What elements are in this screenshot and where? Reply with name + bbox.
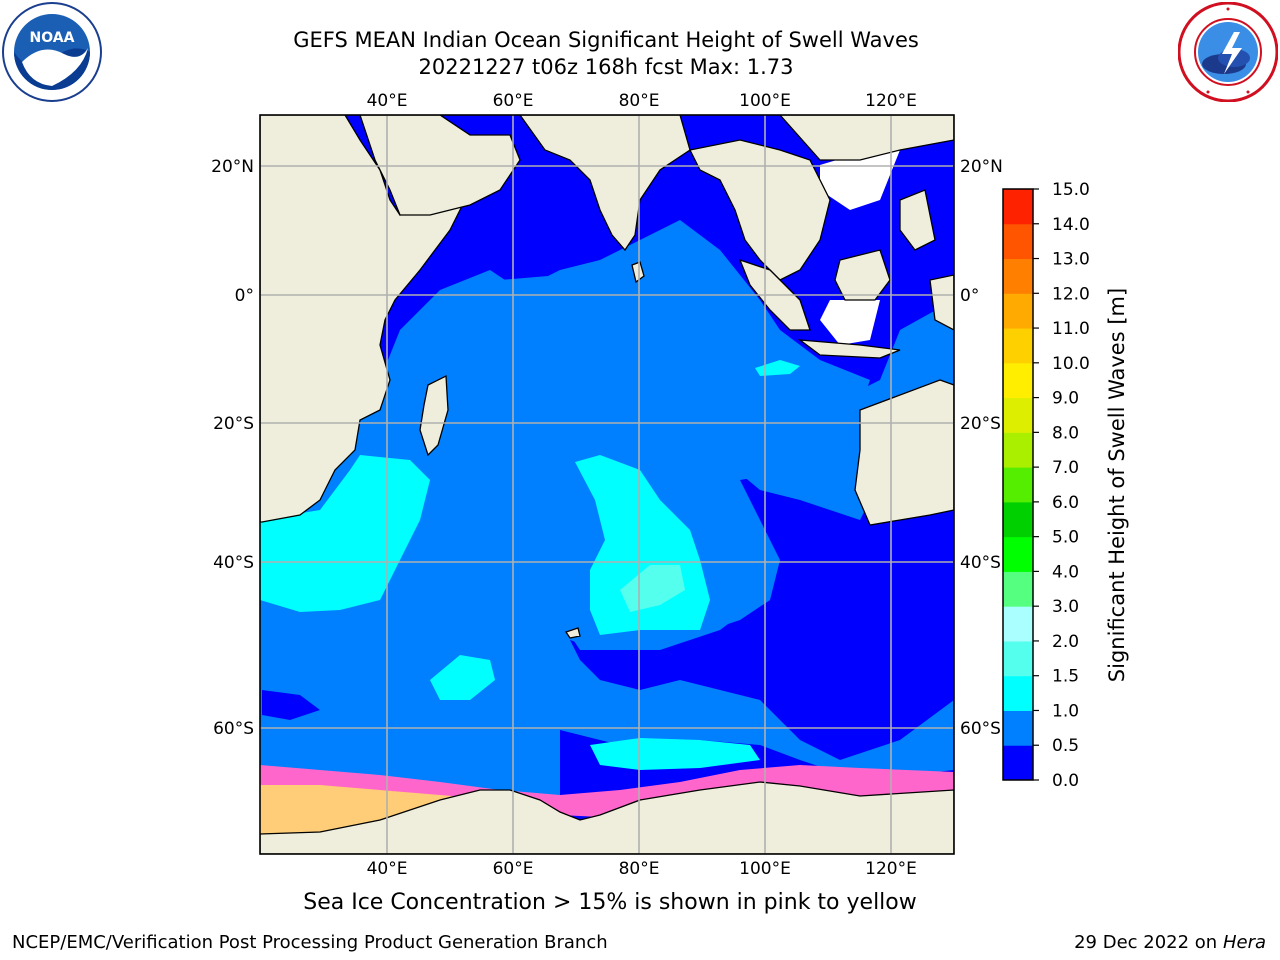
- colorbar-tick-label: 9.0: [1052, 389, 1079, 409]
- land-new-guinea: [929, 274, 954, 331]
- footer-machine: Hera: [1222, 932, 1266, 953]
- colorbar-segment: [1003, 606, 1033, 642]
- lon-label: 120°E: [865, 91, 917, 111]
- chart-subtitle: 20221227 t06z 168h fcst Max: 1.73: [418, 55, 794, 79]
- lat-labels-left: 20°N 0° 20°S 40°S 60°S: [211, 157, 254, 739]
- land-masses: [260, 115, 954, 854]
- colorbar-tick-label: 14.0: [1052, 215, 1090, 235]
- colorbar-label: Significant Height of Swell Waves [m]: [1105, 288, 1129, 682]
- lon-label: 80°E: [619, 91, 660, 111]
- colorbar-segment: [1003, 189, 1033, 225]
- colorbar-segment: [1003, 571, 1033, 607]
- colorbar-tick-label: 13.0: [1052, 250, 1090, 270]
- lon-labels-bottom: 40°E 60°E 80°E 100°E 120°E: [367, 859, 917, 879]
- colorbar-tick-label: 6.0: [1052, 493, 1079, 513]
- nws-logo-icon: [1178, 2, 1278, 102]
- colorbar-segment: [1003, 675, 1033, 711]
- lon-label: 40°E: [367, 91, 408, 111]
- colorbar: 0.0 0.5 1.0 1.5 2.0 3.0 4.0 5.0 6.0 7.0 8.0 9.0 10.0…: [1002, 180, 1090, 791]
- land-borneo: [834, 249, 891, 301]
- colorbar-tick-label: 2.0: [1052, 632, 1079, 652]
- colorbar-segment: [1003, 710, 1033, 746]
- nodata-region-indochina: [820, 150, 900, 210]
- colorbar-tick-label: 7.0: [1052, 458, 1079, 478]
- lat-labels-right: 20°N 0° 20°S 40°S 60°S: [960, 157, 1003, 739]
- lat-label: 0°: [235, 286, 254, 306]
- lon-labels-top: 40°E 60°E 80°E 100°E 120°E: [367, 91, 917, 111]
- noaa-logo-icon: NOAA: [2, 2, 102, 102]
- colorbar-frame: [1002, 188, 1034, 781]
- lat-label: 60°S: [213, 719, 254, 739]
- colorbar-tick-label: 8.0: [1052, 423, 1079, 443]
- nodata-region-java-sea: [820, 300, 880, 345]
- sea-ice-band: [260, 765, 954, 830]
- colorbar-tick-label: 1.5: [1052, 667, 1079, 687]
- colorbar-tick-label: 15.0: [1052, 180, 1090, 200]
- land-china: [779, 115, 954, 161]
- colorbar-tick-label: 3.0: [1052, 597, 1079, 617]
- colorbar-segment: [1003, 432, 1033, 468]
- colorbar-tick-label: 0.5: [1052, 736, 1079, 756]
- colorbar-segment: [1003, 362, 1033, 399]
- swell-lightcyan-region: [620, 565, 685, 612]
- swell-cyan-region-east: [755, 360, 800, 376]
- colorbar-tick-label: 11.0: [1052, 319, 1090, 339]
- swell-cyan-region-south: [430, 655, 495, 700]
- lat-label: 20°S: [960, 414, 1001, 434]
- land-madagascar: [419, 374, 449, 457]
- swell-mid-region-australia: [700, 440, 870, 520]
- land-antarctica: [260, 781, 954, 854]
- colorbar-segment: [1003, 640, 1033, 677]
- colorbar-tick-label: 4.0: [1052, 562, 1079, 582]
- colorbar-segment: [1003, 258, 1033, 294]
- colorbar-tick-label: 10.0: [1052, 354, 1090, 374]
- svg-text:NOAA: NOAA: [30, 30, 75, 46]
- land-kerguelen: [564, 627, 581, 639]
- lon-label: 80°E: [619, 859, 660, 879]
- lon-label: 40°E: [367, 859, 408, 879]
- land-australia: [854, 379, 954, 526]
- colorbar-tick-label: 5.0: [1052, 528, 1079, 548]
- gridlines: [260, 115, 954, 854]
- lat-label: 20°N: [211, 157, 254, 177]
- lon-label: 60°E: [493, 859, 534, 879]
- colorbar-segment: [1003, 467, 1033, 503]
- land-indochina: [689, 139, 831, 281]
- land-philippines: [899, 189, 936, 251]
- footer-date-text: 29 Dec 2022 on: [1074, 932, 1218, 953]
- swell-low-region-southeast: [570, 470, 954, 760]
- colorbar-segment: [1003, 397, 1033, 433]
- lon-label: 60°E: [493, 91, 534, 111]
- colorbar-segment: [1003, 223, 1033, 260]
- lat-label: 0°: [960, 286, 979, 306]
- colorbar-tick-label: 1.0: [1052, 701, 1079, 721]
- lon-label: 100°E: [739, 91, 791, 111]
- colorbar-segment: [1003, 293, 1033, 329]
- colorbar-segment: [1003, 745, 1033, 781]
- colorbar-segment: [1003, 501, 1033, 538]
- lat-label: 40°S: [960, 553, 1001, 573]
- colorbar-segment: [1003, 536, 1033, 572]
- lon-label: 120°E: [865, 859, 917, 879]
- lat-label: 20°S: [213, 414, 254, 434]
- chart-title: GEFS MEAN Indian Ocean Significant Heigh…: [293, 28, 919, 52]
- lon-label: 100°E: [739, 859, 791, 879]
- colorbar-tick-label: 12.0: [1052, 284, 1090, 304]
- colorbar-tick-label: 0.0: [1052, 771, 1079, 791]
- lat-label: 40°S: [213, 553, 254, 573]
- swell-low-region-sw: [262, 690, 320, 720]
- lat-label: 60°S: [960, 719, 1001, 739]
- land-sri-lanka: [631, 261, 645, 284]
- land-java: [797, 339, 901, 359]
- map-frame: [259, 114, 955, 855]
- footer-date: 29 Dec 2022 on Hera: [1074, 932, 1266, 953]
- lat-label: 20°N: [960, 157, 1003, 177]
- map-field: [260, 115, 954, 854]
- colorbar-segment: [1003, 328, 1033, 364]
- swell-cyan-region-far-south: [590, 738, 760, 770]
- swell-mid-region-central: [400, 220, 870, 650]
- footer-organization: NCEP/EMC/Verification Post Processing Pr…: [12, 932, 608, 953]
- sea-ice-note: Sea Ice Concentration > 15% is shown in …: [303, 890, 917, 915]
